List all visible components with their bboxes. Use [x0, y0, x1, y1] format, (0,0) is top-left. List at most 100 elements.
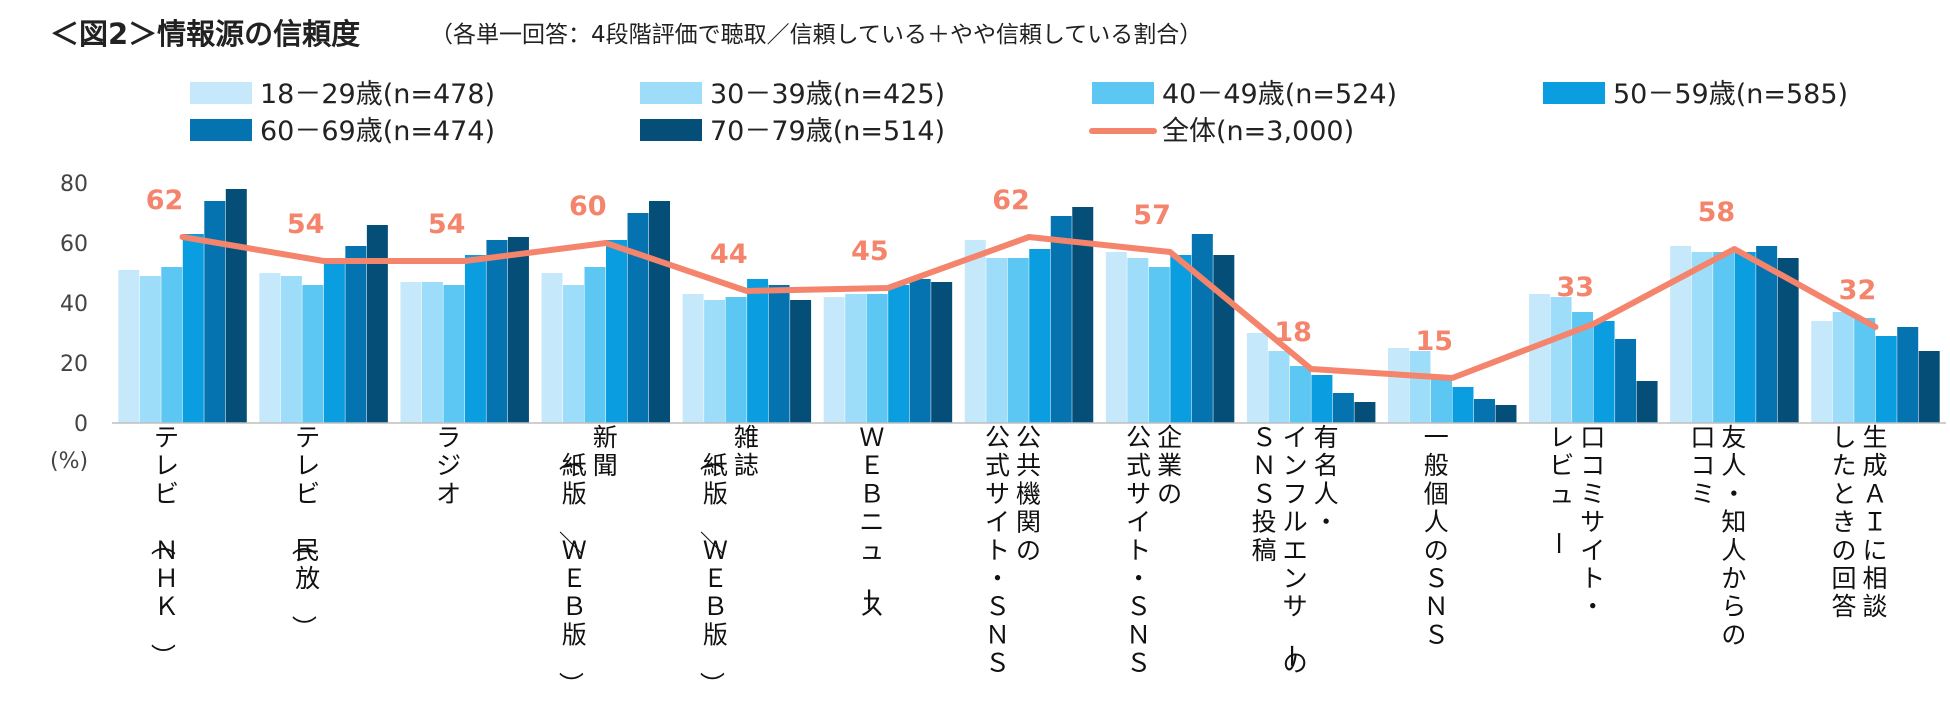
- bar-1-0: [259, 273, 281, 423]
- legend-swatch-1: [640, 82, 702, 104]
- bar-12-0: [1811, 321, 1833, 423]
- overall-value-label-12: 32: [1839, 275, 1877, 306]
- overall-value-label-3: 60: [569, 191, 607, 222]
- bar-9-5: [1495, 405, 1517, 423]
- y-tick-label-2: 40: [60, 292, 88, 317]
- bar-5-2: [866, 294, 888, 423]
- chart-subtitle: （各単一回答：4段階評価で聴取／信頼している＋やや信頼している割合）: [430, 22, 1202, 48]
- bar-12-2: [1854, 318, 1876, 423]
- x-category-label-2-line-0: ラジオ: [436, 423, 461, 508]
- bar-1-1: [280, 276, 302, 423]
- bar-12-4: [1897, 327, 1919, 423]
- x-category-label-8-line-1: インフルエンサーの: [1277, 423, 1308, 678]
- bar-4-2: [725, 297, 747, 423]
- bar-12-1: [1832, 312, 1854, 423]
- legend-swatch-5: [640, 119, 702, 141]
- x-category-label-4: 雑誌（紙版／ＷＥＢ版）: [697, 423, 759, 697]
- x-category-label-7-line-0: 企業の: [1157, 423, 1182, 508]
- bar-8-5: [1354, 402, 1376, 423]
- bar-2-3: [464, 255, 486, 423]
- bar-5-0: [823, 297, 845, 423]
- overall-value-label-2: 54: [428, 209, 466, 240]
- legend-swatch-2: [1092, 82, 1154, 104]
- x-axis: テレビ（ＮＨＫ）テレビ（民放）ラジオ新聞（紙版／ＷＥＢ版）雑誌（紙版／ＷＥＢ版）…: [148, 423, 1887, 697]
- bar-10-2: [1572, 312, 1594, 423]
- chart-title: ＜図2＞情報源の信頼度: [50, 17, 360, 51]
- y-tick-label-0: 0: [74, 412, 88, 437]
- x-category-label-4-line-0: 雑誌: [734, 423, 759, 480]
- bar-9-1: [1409, 351, 1431, 423]
- bar-10-5: [1636, 381, 1658, 423]
- overall-value-label-11: 58: [1698, 197, 1736, 228]
- bar-0-3: [182, 234, 204, 423]
- x-category-label-3-line-0: 新聞: [593, 423, 618, 480]
- bar-6-0: [964, 240, 986, 423]
- x-category-label-1-line-0: テレビ（民放）: [289, 423, 320, 640]
- x-category-label-12-line-0: 生成ＡＩに相談: [1862, 423, 1887, 621]
- legend-label-4: 60－69歳(n=474): [260, 116, 495, 147]
- bar-10-1: [1550, 297, 1572, 423]
- bar-2-1: [421, 282, 443, 423]
- legend-label-overall: 全体(n=3,000): [1162, 116, 1354, 147]
- bar-11-5: [1777, 258, 1799, 423]
- x-category-label-6-line-0: 公共機関の: [1016, 423, 1041, 565]
- x-category-label-11-line-0: 友人・知人からの: [1721, 423, 1746, 649]
- x-category-label-9: 一般個人のＳＮＳ: [1424, 423, 1449, 649]
- x-category-label-5-line-0: ＷＥＢニュース: [853, 423, 884, 621]
- x-category-label-7-line-1: 公式サイト・ＳＮＳ: [1126, 423, 1151, 678]
- bar-2-2: [443, 285, 465, 423]
- y-tick-label-3: 60: [60, 232, 88, 257]
- x-category-label-6-line-1: 公式サイト・ＳＮＳ: [985, 423, 1010, 678]
- x-category-label-10-line-1: レビュー: [1543, 423, 1574, 556]
- bar-7-0: [1105, 252, 1127, 423]
- bar-0-0: [118, 270, 140, 423]
- x-category-label-10-line-0: 口コミサイト・: [1580, 423, 1605, 621]
- bar-2-4: [486, 240, 508, 423]
- x-category-label-0: テレビ（ＮＨＫ）: [148, 423, 179, 668]
- bar-0-5: [225, 189, 247, 423]
- bar-1-4: [345, 246, 367, 423]
- bar-7-1: [1127, 258, 1149, 423]
- bar-3-0: [541, 273, 563, 423]
- bar-0-4: [204, 201, 226, 423]
- bar-8-2: [1289, 366, 1311, 423]
- bar-1-3: [323, 261, 345, 423]
- bar-3-5: [649, 201, 671, 423]
- x-category-label-4-line-1: （紙版／ＷＥＢ版）: [697, 446, 728, 697]
- y-tick-label-1: 20: [60, 352, 88, 377]
- legend-swatch-3: [1543, 82, 1605, 104]
- bar-11-0: [1670, 246, 1692, 423]
- legend-label-1: 30－39歳(n=425): [710, 79, 945, 110]
- overall-line: [179, 234, 1879, 381]
- bar-10-3: [1593, 321, 1615, 423]
- x-category-label-2: ラジオ: [436, 423, 461, 508]
- legend-label-2: 40－49歳(n=524): [1162, 79, 1397, 110]
- bar-5-3: [888, 285, 910, 423]
- bar-3-4: [627, 213, 649, 423]
- bar-9-4: [1473, 399, 1495, 423]
- data-labels-group: 62 54 54 60 44 45 62 57 18 15 33 58 32: [146, 185, 1877, 357]
- overall-value-label-6: 62: [992, 185, 1030, 216]
- legend-label-3: 50－59歳(n=585): [1613, 79, 1848, 110]
- bar-0-1: [139, 276, 161, 423]
- overall-line-group: [179, 234, 1879, 381]
- bar-6-1: [986, 258, 1008, 423]
- x-category-label-3: 新聞（紙版／ＷＥＢ版）: [556, 423, 618, 697]
- x-category-label-10: 口コミサイト・レビュー: [1543, 423, 1605, 621]
- bar-9-2: [1430, 378, 1452, 423]
- overall-value-label-8: 18: [1274, 317, 1312, 348]
- bar-0-2: [161, 267, 183, 423]
- bar-9-0: [1387, 348, 1409, 423]
- x-category-label-8-line-2: ＳＮＳ投稿: [1252, 423, 1277, 565]
- bar-8-4: [1332, 393, 1354, 423]
- overall-value-label-1: 54: [287, 209, 325, 240]
- bar-4-0: [682, 294, 704, 423]
- bar-4-3: [747, 279, 769, 423]
- bar-7-4: [1191, 234, 1213, 423]
- overall-value-label-9: 15: [1415, 326, 1453, 357]
